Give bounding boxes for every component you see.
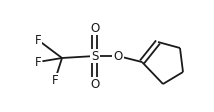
Text: F: F bbox=[35, 56, 41, 69]
Text: O: O bbox=[113, 50, 123, 62]
Text: F: F bbox=[52, 73, 58, 86]
Text: S: S bbox=[91, 50, 99, 62]
Text: O: O bbox=[90, 22, 100, 34]
Text: O: O bbox=[90, 78, 100, 90]
Text: F: F bbox=[35, 33, 41, 46]
